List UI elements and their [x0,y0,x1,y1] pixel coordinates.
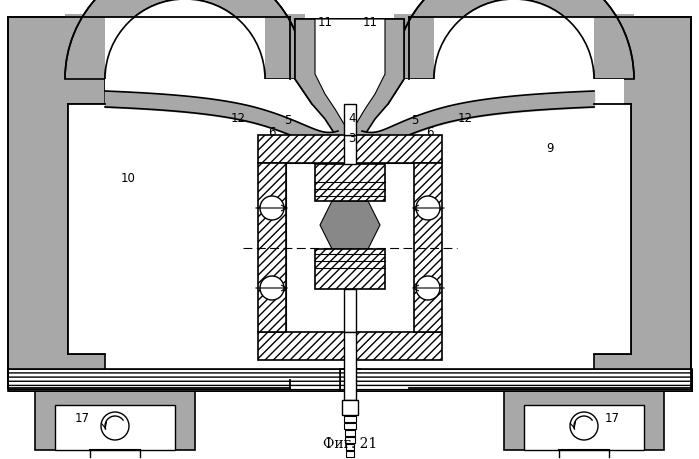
Polygon shape [404,0,624,104]
Circle shape [260,276,284,300]
Bar [8,369,360,391]
Text: 17: 17 [605,412,619,425]
Bar [344,104,356,135]
Bar [340,369,692,391]
Bar [68,104,290,354]
Polygon shape [320,201,380,249]
Bar [55,405,175,450]
Bar [344,416,356,422]
Bar [258,135,442,163]
Bar [344,289,356,332]
Bar [524,405,644,450]
Text: 10: 10 [120,172,136,185]
Bar [345,444,354,450]
Polygon shape [105,0,295,104]
Bar [342,400,358,415]
Bar [409,104,631,354]
Bar [344,135,356,164]
Polygon shape [295,19,404,139]
Bar [504,388,664,450]
Circle shape [570,412,598,440]
Text: 6: 6 [426,125,434,139]
Text: 12: 12 [231,112,245,124]
Text: 3: 3 [348,131,356,145]
Polygon shape [409,17,691,388]
Text: 5: 5 [284,113,291,127]
Text: 12: 12 [458,112,473,124]
Bar [35,388,195,450]
Circle shape [260,196,284,220]
Bar [345,430,355,436]
Bar [105,17,265,79]
Polygon shape [315,19,385,124]
Bar [65,14,305,79]
Bar [258,163,286,332]
Polygon shape [394,0,634,79]
Polygon shape [8,17,290,388]
Bar [286,163,414,332]
Polygon shape [65,0,305,79]
Bar [345,437,355,443]
Polygon shape [295,19,404,139]
Bar [344,332,356,400]
Text: 11: 11 [363,16,377,28]
Text: 6: 6 [268,125,275,139]
Bar [340,369,692,391]
Circle shape [101,412,129,440]
Bar [346,451,354,457]
Text: 11: 11 [317,16,333,28]
Text: 4: 4 [348,112,356,124]
Circle shape [416,276,440,300]
Text: Фиг. 21: Фиг. 21 [323,437,377,451]
Bar [414,163,442,332]
Bar [434,17,594,79]
Bar [315,164,385,201]
Circle shape [416,196,440,220]
Bar [315,249,385,289]
Text: 17: 17 [75,412,89,425]
Bar [345,423,356,429]
Bar [8,369,360,391]
Text: 9: 9 [546,141,554,155]
Bar [258,332,442,360]
Text: 5: 5 [411,113,419,127]
Bar [394,14,634,79]
